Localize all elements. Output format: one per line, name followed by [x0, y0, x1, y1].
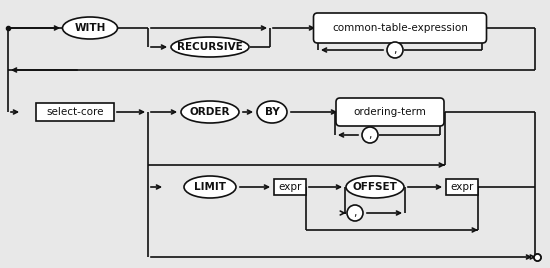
Text: ORDER: ORDER [190, 107, 230, 117]
Text: select-core: select-core [46, 107, 104, 117]
Ellipse shape [171, 37, 249, 57]
FancyBboxPatch shape [446, 179, 478, 195]
Ellipse shape [63, 17, 118, 39]
Ellipse shape [181, 101, 239, 123]
FancyBboxPatch shape [36, 103, 114, 121]
Ellipse shape [346, 176, 404, 198]
Ellipse shape [257, 101, 287, 123]
Text: ,: , [353, 208, 357, 218]
Text: expr: expr [450, 182, 474, 192]
Text: RECURSIVE: RECURSIVE [177, 42, 243, 52]
FancyBboxPatch shape [336, 98, 444, 126]
Ellipse shape [184, 176, 236, 198]
Text: OFFSET: OFFSET [353, 182, 398, 192]
Text: ,: , [393, 45, 397, 55]
Ellipse shape [362, 127, 378, 143]
Ellipse shape [347, 205, 363, 221]
Text: LIMIT: LIMIT [194, 182, 226, 192]
Text: BY: BY [265, 107, 279, 117]
FancyBboxPatch shape [274, 179, 306, 195]
Ellipse shape [387, 42, 403, 58]
Text: WITH: WITH [74, 23, 106, 33]
Text: ,: , [368, 130, 372, 140]
Text: expr: expr [278, 182, 302, 192]
Text: common-table-expression: common-table-expression [332, 23, 468, 33]
FancyBboxPatch shape [314, 13, 487, 43]
Text: ordering-term: ordering-term [354, 107, 426, 117]
